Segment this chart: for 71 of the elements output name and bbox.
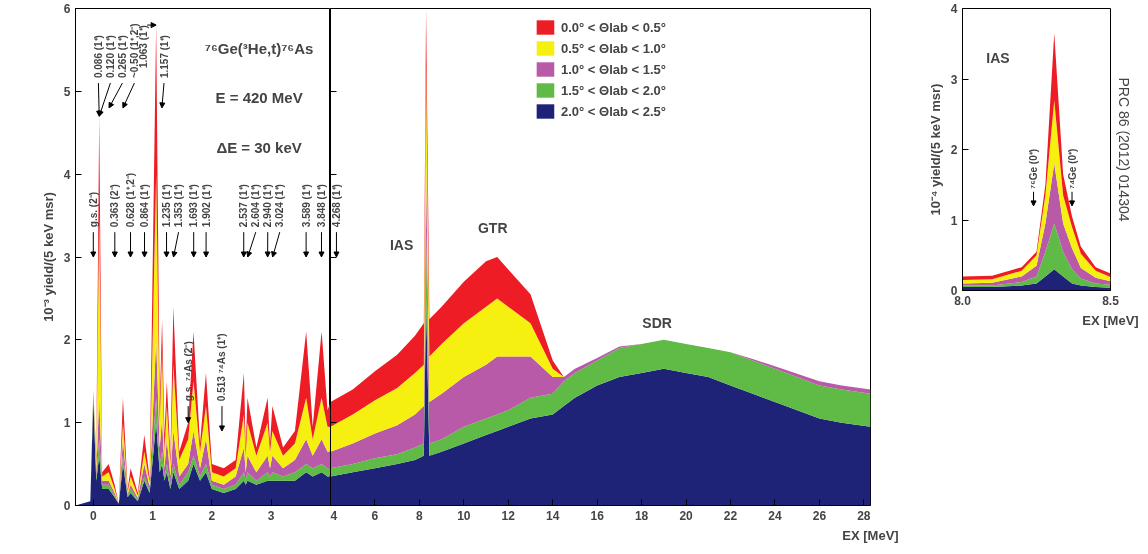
legend-label: 2.0° < Θlab < 2.5° bbox=[560, 103, 667, 119]
x-tick-label: 16 bbox=[590, 508, 605, 523]
x-axis-title: EX [MeV] bbox=[1082, 312, 1139, 328]
y-axis-title: 10⁻³ yield/(5 keV msr) bbox=[40, 192, 56, 322]
annotation: ⁷⁶Ge (0⁺) bbox=[1028, 148, 1040, 189]
x-tick-label: 8 bbox=[416, 508, 424, 523]
y-axis-title: 10⁻⁴ yield/(5 keV msr) bbox=[927, 83, 943, 216]
annotation: g.s. ⁷⁴As (2⁻) bbox=[182, 341, 194, 402]
y-tick-label: 2 bbox=[63, 333, 71, 348]
y-tick-label: 3 bbox=[950, 72, 958, 87]
annotation: 0.363 (2⁻) bbox=[109, 184, 121, 228]
x-tick-label: 10 bbox=[457, 508, 471, 523]
legend-label: 1.0° < Θlab < 1.5° bbox=[560, 61, 667, 77]
x-tick-label: 4 bbox=[330, 508, 338, 523]
annotation: 4.268 (1⁺) bbox=[330, 184, 342, 228]
x-tick-label: 22 bbox=[723, 508, 738, 523]
x-tick-label: 1 bbox=[149, 508, 157, 523]
x-tick-label: 18 bbox=[634, 508, 649, 523]
x-tick-label: 24 bbox=[768, 508, 782, 523]
annotation: ΔE = 30 keV bbox=[216, 139, 302, 157]
text: PRC 86 (2012) 014304 bbox=[1115, 77, 1132, 222]
annotation: 2.537 (1⁺) bbox=[238, 184, 250, 228]
annotation: ⁷⁴Ge (0⁺) bbox=[1066, 148, 1078, 189]
x-tick-label: 6 bbox=[371, 508, 379, 523]
annotation: 0.628 (1⁺,2⁻) bbox=[125, 172, 137, 228]
annotation: ~0.50 (1⁺,2⁻) bbox=[128, 23, 140, 79]
y-tick-label: 0 bbox=[950, 284, 958, 298]
x-tick-label: 12 bbox=[501, 508, 516, 523]
y-tick-label: 2 bbox=[950, 143, 958, 157]
annotation: g.s. (2⁻) bbox=[87, 191, 99, 228]
annotation: 1.902 (1⁺) bbox=[200, 184, 212, 228]
x-axis-title: EX [MeV] bbox=[842, 527, 899, 543]
annotation: 0.265 (1⁺) bbox=[116, 35, 128, 79]
annotation: GTR bbox=[477, 220, 508, 237]
annotation: 0.086 (1⁺) bbox=[92, 35, 104, 79]
annotation: SDR bbox=[642, 315, 672, 332]
annotation: ⁷⁶Ge(³He,t)⁷⁶As bbox=[204, 39, 314, 57]
annotation: E = 420 MeV bbox=[215, 89, 303, 107]
annotation: 3.589 (1⁺) bbox=[300, 184, 312, 228]
annotation: 3.848 (1⁺) bbox=[316, 184, 327, 228]
x-tick-label: 26 bbox=[812, 508, 827, 523]
annotation: 2.940 (1⁺) bbox=[262, 184, 274, 228]
legend-label: 0.0° < Θlab < 0.5° bbox=[560, 19, 667, 35]
annotation: 0.864 (1⁺) bbox=[139, 184, 151, 228]
annotation: IAS bbox=[389, 236, 414, 253]
annotation: 3.024 (1⁺) bbox=[274, 184, 286, 228]
y-tick-label: 4 bbox=[63, 167, 71, 182]
y-tick-label: 6 bbox=[63, 2, 71, 16]
x-tick-label: 0 bbox=[89, 508, 97, 523]
x-tick-label: 2 bbox=[208, 508, 216, 523]
y-tick-label: 0 bbox=[63, 499, 71, 513]
x-tick-label: 3 bbox=[267, 508, 275, 523]
y-tick-label: 1 bbox=[63, 416, 71, 431]
annotation: 1.693 (1⁺) bbox=[188, 184, 200, 228]
annotation: 1.353 (1⁺) bbox=[173, 184, 185, 228]
legend-label: 1.5° < Θlab < 2.0° bbox=[560, 82, 667, 98]
annotation: IAS bbox=[986, 49, 1010, 66]
x-tick-label: 8.5 bbox=[1102, 293, 1120, 308]
y-tick-label: 5 bbox=[63, 84, 71, 99]
y-tick-label: 1 bbox=[950, 213, 958, 228]
annotation: 0.513 ⁷⁴As (1⁺) bbox=[216, 333, 228, 402]
legend-label: 0.5° < Θlab < 1.0° bbox=[560, 40, 667, 56]
annotation: 1.157 (1⁺) bbox=[158, 35, 170, 79]
y-tick-label: 4 bbox=[950, 2, 958, 16]
x-tick-label: 20 bbox=[679, 508, 694, 523]
x-tick-label: 14 bbox=[546, 508, 560, 523]
annotation: 2.604 (1⁺) bbox=[250, 184, 262, 228]
annotation: 1.235 (1⁺) bbox=[161, 184, 173, 228]
y-tick-label: 3 bbox=[63, 250, 71, 265]
annotation: 0.120 (1⁺) bbox=[104, 35, 116, 79]
x-tick-label: 28 bbox=[857, 508, 871, 523]
